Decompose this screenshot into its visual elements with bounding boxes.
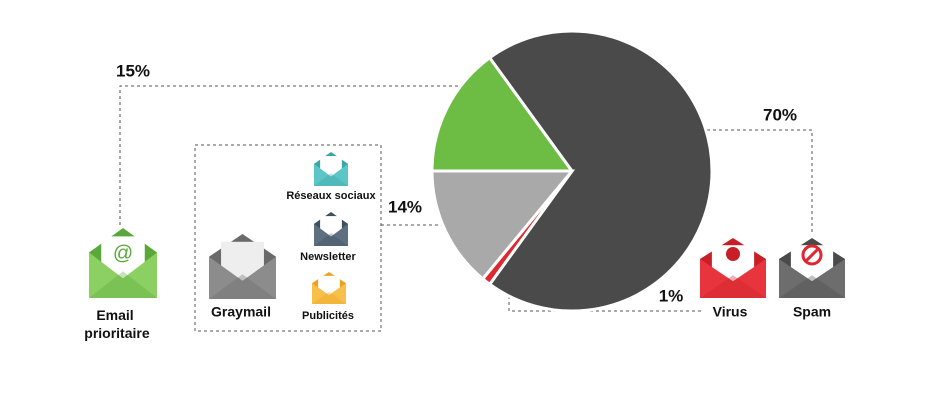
- envelope-icon: [312, 272, 346, 304]
- pie: [430, 29, 714, 313]
- envelope-front: [779, 259, 845, 298]
- pie-slice: [487, 29, 714, 313]
- envelope-front: [209, 256, 276, 299]
- graymail-item: Publicités: [302, 310, 354, 322]
- envelope-icon: [314, 152, 348, 186]
- category-label: Email prioritaire: [80, 307, 149, 341]
- skull: [726, 247, 740, 261]
- category-label: Virus: [713, 304, 748, 320]
- category-label: Spam: [793, 304, 831, 320]
- envelope-fold: [89, 271, 157, 298]
- connector: [702, 129, 813, 232]
- pie-slice: [430, 169, 576, 281]
- ban: [804, 247, 820, 263]
- envelope-fold: [314, 173, 348, 186]
- category-label: Graymail: [211, 304, 271, 320]
- envelope-fold: [779, 275, 845, 298]
- envelope-front: [89, 252, 157, 298]
- at-sign: @: [113, 242, 133, 264]
- envelope-icon: [314, 212, 348, 246]
- envelope-icon: [209, 234, 276, 299]
- value-label: 14%: [388, 197, 422, 216]
- envelope-fold: [700, 275, 766, 298]
- icons: @: [89, 152, 845, 304]
- value-label: 15%: [116, 61, 150, 80]
- envelope-front: [700, 259, 766, 298]
- graymail-item: Newsletter: [300, 251, 356, 263]
- envelope-front: [314, 223, 348, 246]
- envelope-fold: [209, 274, 276, 299]
- connector: [119, 85, 472, 225]
- ban: [801, 244, 823, 266]
- envelope-icon: [89, 228, 157, 298]
- envelope-front: [314, 163, 348, 186]
- envelope-paper: [318, 275, 340, 296]
- pie-slice: [430, 55, 575, 173]
- graymail-item: Réseaux sociaux: [286, 190, 376, 202]
- value-label: 1%: [659, 286, 684, 305]
- envelope-paper: [320, 156, 342, 177]
- envelope-fold: [314, 233, 348, 246]
- envelope-paper: [320, 216, 342, 237]
- envelope-fold: [312, 291, 346, 304]
- envelope-front: [312, 283, 346, 304]
- graymail-box: [194, 144, 382, 332]
- value-label: 70%: [763, 105, 797, 124]
